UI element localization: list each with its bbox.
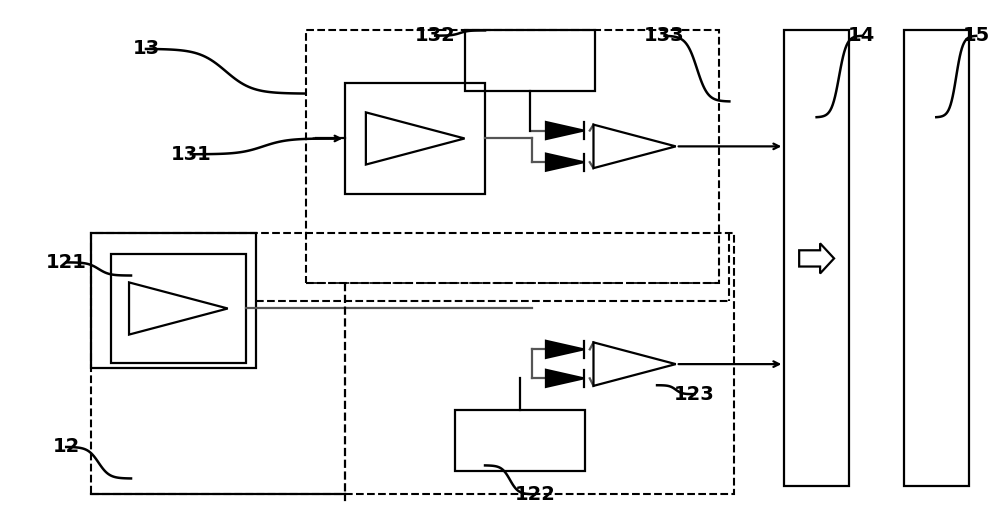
- Polygon shape: [546, 122, 584, 139]
- Text: 133: 133: [644, 26, 685, 45]
- Bar: [784, 30, 849, 487]
- Bar: [91, 233, 734, 494]
- Text: 122: 122: [514, 485, 555, 504]
- Polygon shape: [546, 341, 584, 358]
- Bar: [455, 410, 585, 471]
- Bar: [91, 233, 256, 368]
- Bar: [111, 254, 246, 363]
- Bar: [904, 30, 969, 487]
- Text: 15: 15: [963, 26, 990, 45]
- Text: 131: 131: [170, 145, 211, 164]
- Text: 12: 12: [53, 437, 80, 456]
- Text: 13: 13: [132, 39, 160, 58]
- Polygon shape: [546, 154, 584, 171]
- Bar: [465, 30, 595, 91]
- Text: 14: 14: [848, 26, 875, 45]
- Text: 121: 121: [46, 253, 87, 272]
- Polygon shape: [546, 370, 584, 387]
- Bar: [306, 30, 719, 284]
- Text: 132: 132: [415, 26, 456, 45]
- Text: 123: 123: [674, 385, 715, 404]
- Bar: [345, 83, 485, 194]
